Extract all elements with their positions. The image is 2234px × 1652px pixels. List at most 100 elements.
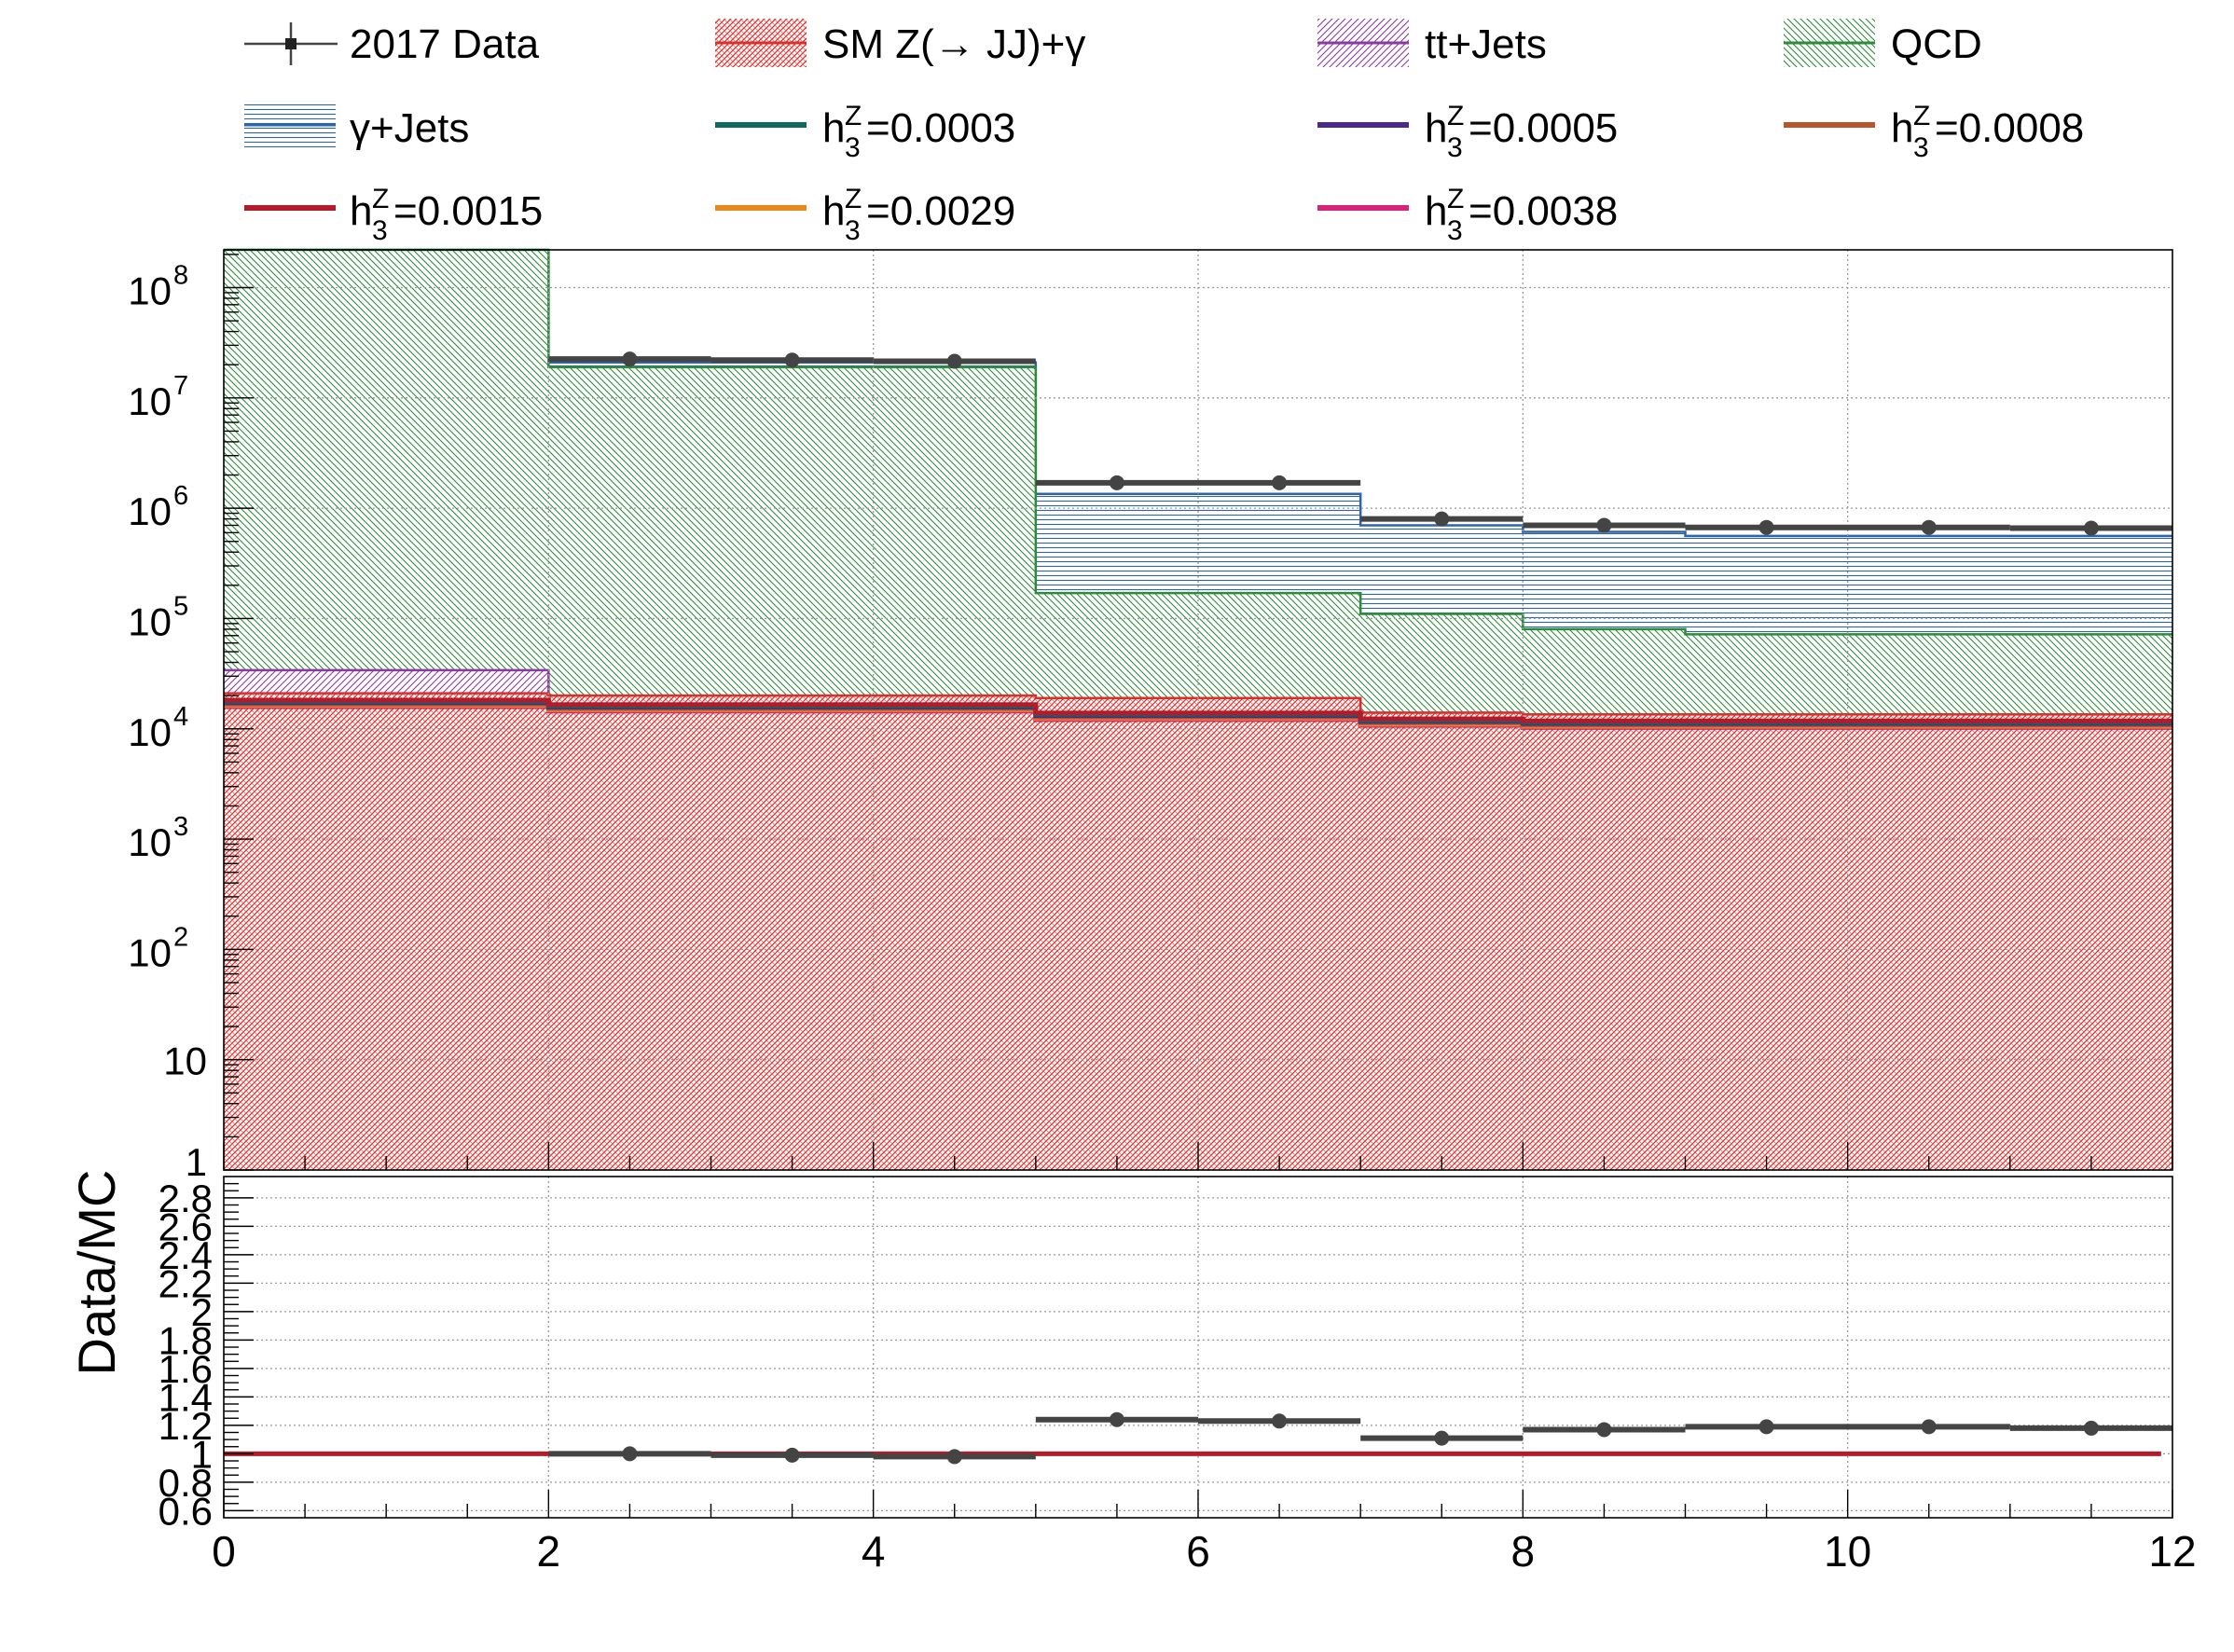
legend-entry-h0029: h Z 3 =0.0029: [715, 184, 1015, 246]
ratio-y-tick-label: 0.8: [159, 1461, 213, 1505]
data-point: [1272, 475, 1288, 490]
y-tick-label: 10: [128, 820, 172, 864]
x-tick-label: 4: [862, 1527, 886, 1576]
y-tick-label: 10: [128, 489, 172, 533]
x-tick-label: 6: [1186, 1527, 1210, 1576]
legend-h-sup: Z: [1913, 101, 1930, 131]
signal-line-h0015: [224, 697, 2172, 723]
legend-h-base: h: [1425, 105, 1447, 151]
ratio-point: [1596, 1422, 1612, 1438]
ratio-point: [1921, 1419, 1937, 1435]
y-tick-label-exp: 5: [173, 591, 188, 621]
y-tick-label-exp: 4: [173, 702, 188, 732]
ratio-point: [1109, 1411, 1124, 1427]
ratio-point: [1758, 1419, 1774, 1435]
legend: 2017 Data SM Z(→ JJ)+γ tt+Jets QCD γ+Jet…: [244, 19, 2084, 246]
legend-h-base: h: [822, 105, 845, 151]
ratio-point: [1434, 1430, 1450, 1446]
legend-h-sub: 3: [372, 215, 388, 246]
y-tick-label-exp: 2: [173, 922, 188, 952]
legend-h-sub: 3: [845, 132, 861, 163]
ratio-y-axis-title: Data/MC: [67, 1170, 126, 1376]
x-tick-label: 8: [1511, 1527, 1536, 1576]
legend-label-h0015: =0.0015: [393, 188, 543, 234]
y-tick-label: 10: [128, 930, 172, 974]
data-point: [1758, 519, 1774, 535]
legend-entry-data: 2017 Data: [244, 21, 540, 67]
legend-h-sup: Z: [1447, 101, 1464, 131]
legend-label-gjets: γ+Jets: [350, 105, 469, 151]
legend-h-sup: Z: [1447, 184, 1464, 214]
ratio-y-tick-label: 2.2: [159, 1261, 213, 1305]
x-tick-label: 10: [1824, 1527, 1871, 1576]
legend-h-base: h: [350, 188, 372, 234]
legend-h-sub: 3: [1447, 215, 1463, 246]
legend-entry-h0003: h Z 3 =0.0003: [715, 101, 1015, 163]
legend-h-sub: 3: [845, 215, 861, 246]
legend-label-tt: tt+Jets: [1425, 21, 1547, 67]
x-tick-label: 2: [537, 1527, 561, 1576]
ratio-y-tick-label: 0.6: [159, 1489, 213, 1533]
y-tick-label: 10: [128, 379, 172, 423]
ratio-y-tick-label: 1: [191, 1432, 213, 1476]
qcd-outline: [224, 248, 2172, 636]
y-tick-label-exp: 7: [173, 371, 188, 401]
legend-h-sup: Z: [845, 101, 862, 131]
y-tick-label-exp: 8: [173, 261, 188, 291]
legend-h-sub: 3: [1447, 132, 1463, 163]
ratio-y-tick-label: 2: [191, 1290, 213, 1334]
ratio-y-tick-label: 2.4: [159, 1233, 213, 1277]
legend-label-h0029: =0.0029: [866, 188, 1015, 234]
legend-label-h0005: =0.0005: [1469, 105, 1618, 151]
legend-entry-h0038: h Z 3 =0.0038: [1317, 184, 1618, 246]
data-point: [622, 351, 638, 367]
y-tick-label: 10: [128, 269, 172, 313]
ratio-plot-panel: 0.60.811.21.41.61.822.22.42.62.80 2 4 6 8 10 1…: [67, 1170, 2197, 1576]
legend-label-h0003: =0.0003: [866, 105, 1015, 151]
y-tick-label-exp: 3: [173, 812, 188, 842]
ratio-y-tick-label: 2.6: [159, 1205, 213, 1248]
x-tick-label: 12: [2148, 1527, 2196, 1576]
data-point: [1109, 475, 1124, 490]
data-point: [946, 353, 962, 369]
legend-label-sm: SM Z(→ JJ)+γ: [822, 21, 1085, 67]
ratio-point: [946, 1449, 962, 1465]
legend-entry-tt: tt+Jets: [1317, 19, 1547, 67]
data-point: [1921, 519, 1937, 535]
ratio-point: [784, 1447, 800, 1463]
legend-entry-h0005: h Z 3 =0.0005: [1317, 101, 1618, 163]
legend-entry-h0008: h Z 3 =0.0008: [1784, 101, 2084, 163]
y-tick-label: 10: [128, 599, 172, 643]
legend-h-sub: 3: [1913, 132, 1929, 163]
data-point: [1596, 517, 1612, 533]
ratio-point: [622, 1446, 638, 1462]
data-point: [2083, 520, 2099, 536]
data-point: [784, 352, 800, 368]
ratio-y-tick-label: 1.8: [159, 1318, 213, 1362]
legend-h-base: h: [822, 188, 845, 234]
y-tick-label: 10: [163, 1039, 207, 1083]
y-tick-label-exp: 6: [173, 481, 188, 511]
ratio-point: [1272, 1413, 1288, 1429]
ratio-y-tick-label: 1.2: [159, 1404, 213, 1448]
ratio-y-tick-label: 1.6: [159, 1347, 213, 1391]
data-point: [1434, 511, 1450, 527]
legend-label-data: 2017 Data: [350, 21, 540, 67]
legend-entry-gjets: γ+Jets: [244, 101, 469, 151]
ratio-y-tick-label: 1.4: [159, 1375, 213, 1419]
svg-text:h: h: [822, 105, 845, 151]
ratio-point: [2083, 1420, 2099, 1436]
x-tick-label: 0: [212, 1527, 236, 1576]
legend-entry-sm: SM Z(→ JJ)+γ: [715, 19, 1085, 67]
y-tick-label: 10: [128, 710, 172, 754]
legend-h-sup: Z: [372, 184, 389, 214]
y-tick-label: 1: [186, 1140, 207, 1184]
legend-label-h0038: =0.0038: [1469, 188, 1618, 234]
legend-h-base: h: [1891, 105, 1913, 151]
ratio-y-tick-label: 2.8: [159, 1177, 213, 1220]
legend-label-h0008: =0.0008: [1935, 105, 2084, 151]
legend-label-qcd: QCD: [1891, 21, 1982, 67]
legend-entry-h0015: h Z 3 =0.0015: [244, 184, 543, 246]
